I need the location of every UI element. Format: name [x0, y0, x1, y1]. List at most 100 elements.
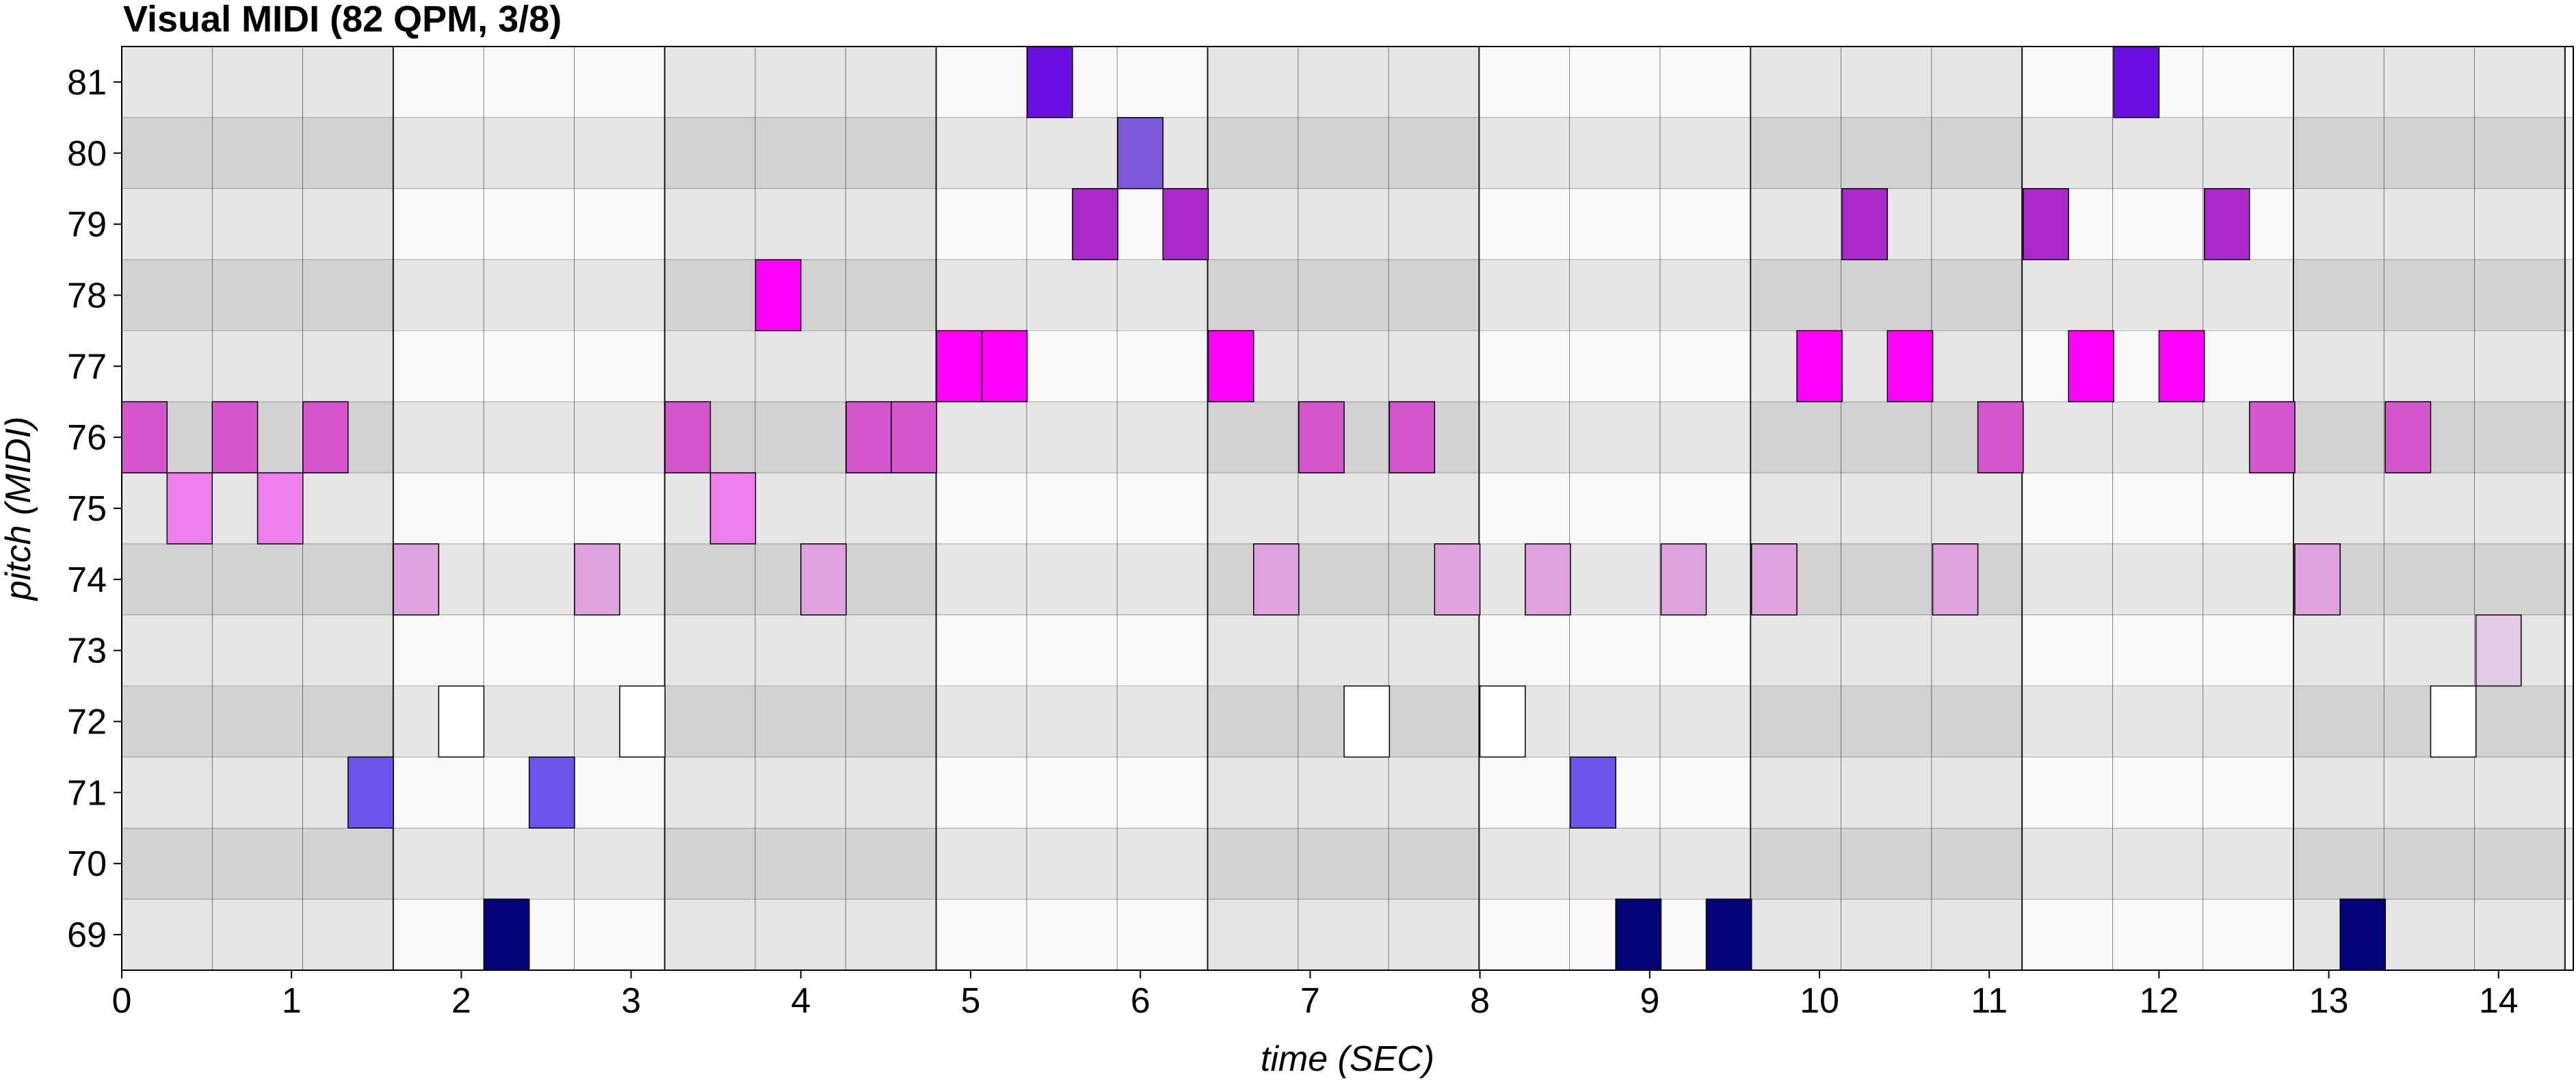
background-band [393, 614, 666, 686]
background-band [122, 117, 394, 189]
y-tick-label: 71 [67, 773, 107, 813]
note-81-at-11.733 [2113, 46, 2160, 118]
background-band [2023, 757, 2295, 829]
background-band [2023, 828, 2295, 900]
background-band [936, 402, 1209, 473]
background-band [1208, 614, 1480, 686]
note-74-at-2.667 [574, 543, 620, 616]
background-band [2566, 543, 2573, 615]
background-band [936, 757, 1209, 829]
note-74-at-9.6 [1750, 543, 1798, 616]
background-band [2566, 828, 2573, 900]
y-tick-label: 79 [67, 205, 107, 245]
note-81-at-5.333 [1026, 46, 1073, 118]
y-tick-label: 75 [67, 489, 107, 529]
background-band [1480, 614, 1752, 686]
note-77-at-11.467 [2068, 330, 2114, 402]
note-75-at-0.8 [257, 472, 304, 545]
background-band [393, 828, 666, 900]
background-band [1480, 259, 1752, 331]
background-band [2566, 259, 2573, 331]
background-band [1208, 47, 1480, 118]
y-tick-label: 73 [67, 631, 107, 671]
note-74-at-9.067 [1660, 543, 1707, 616]
background-band [665, 899, 937, 970]
background-band [122, 686, 394, 757]
background-band [122, 828, 394, 900]
background-band [2566, 899, 2573, 970]
note-76-at-4.533 [891, 401, 938, 473]
background-band [393, 259, 666, 331]
x-axis-label: time (SEC) [1261, 1039, 1434, 1079]
note-77-at-9.867 [1796, 330, 1843, 402]
note-77-at-5.067 [981, 330, 1028, 402]
note-71-at-1.333 [347, 756, 394, 829]
background-band [2294, 828, 2567, 900]
note-76-at-4.267 [845, 401, 892, 473]
background-band [2023, 899, 2295, 970]
note-76-at-6.933 [1298, 401, 1345, 473]
background-band [2294, 614, 2567, 686]
background-band [2023, 117, 2295, 189]
note-77-at-4.8 [936, 330, 983, 402]
background-band [1480, 47, 1752, 118]
background-band [665, 686, 937, 757]
y-tick-label: 69 [67, 915, 107, 955]
background-band [2023, 259, 2295, 331]
background-band [393, 402, 666, 473]
note-75-at-0.267 [166, 472, 213, 545]
background-band [2566, 757, 2573, 829]
note-72-at-2.933 [619, 685, 666, 758]
background-band [122, 330, 394, 402]
background-band [1208, 259, 1480, 331]
note-71-at-8.533 [1570, 756, 1616, 829]
note-79-at-5.6 [1072, 187, 1118, 261]
y-tick-label: 70 [67, 844, 107, 884]
note-77-at-12 [2158, 330, 2205, 402]
background-band [1751, 686, 2023, 757]
x-tick-label: 6 [1131, 981, 1151, 1021]
x-tick-label: 0 [112, 981, 132, 1021]
background-band [2023, 543, 2295, 615]
background-band [936, 686, 1209, 757]
x-tick-label: 13 [2309, 981, 2349, 1021]
background-band [665, 47, 937, 118]
background-bands [122, 47, 2573, 970]
background-band [1751, 757, 2023, 829]
background-band [1751, 117, 2023, 189]
note-79-at-12.267 [2203, 187, 2250, 261]
x-tick-label: 2 [451, 981, 471, 1021]
note-74-at-10.667 [1932, 543, 1979, 616]
y-tick-label: 81 [67, 63, 107, 103]
y-tick-label: 76 [67, 418, 107, 458]
note-69-at-2.133 [483, 898, 530, 971]
x-tick-label: 14 [2479, 981, 2519, 1021]
note-74-at-7.733 [1434, 543, 1481, 616]
background-band [1480, 117, 1752, 189]
background-band [393, 117, 666, 189]
background-band [2566, 330, 2573, 402]
background-band [936, 543, 1209, 615]
background-band [122, 614, 394, 686]
background-band [2294, 899, 2567, 970]
background-band [936, 117, 1209, 189]
background-band [1208, 188, 1480, 260]
background-band [122, 188, 394, 260]
background-band [1480, 543, 1752, 615]
note-74-at-6.667 [1252, 543, 1300, 616]
x-tick-label: 4 [791, 981, 811, 1021]
background-band [2294, 188, 2567, 260]
background-band [1751, 473, 2023, 544]
y-tick-label: 78 [67, 276, 107, 315]
background-band [2566, 686, 2573, 757]
note-77-at-10.4 [1887, 330, 1934, 402]
y-axis-ticks: 69 70 71 72 73 74 75 76 77 78 79 80 81 [67, 63, 122, 955]
background-band [122, 543, 394, 615]
background-band [2566, 188, 2573, 260]
x-tick-label: 7 [1300, 981, 1320, 1021]
background-band [936, 259, 1209, 331]
note-78-at-3.733 [754, 259, 802, 332]
y-tick-label: 77 [67, 347, 107, 387]
note-76-at-10.933 [1977, 401, 2024, 473]
note-79-at-11.2 [2023, 187, 2069, 261]
